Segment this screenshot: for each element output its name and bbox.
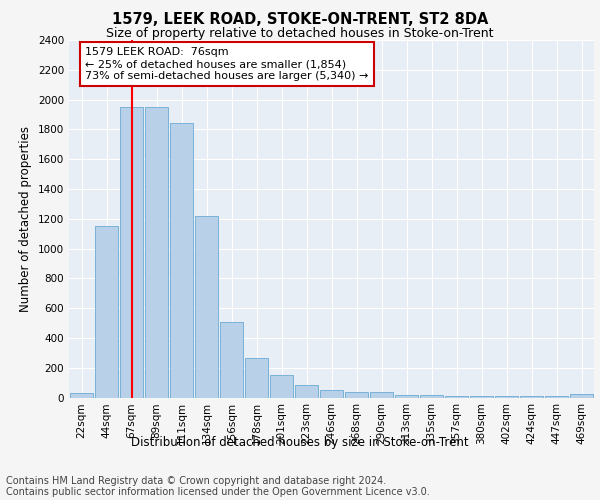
Bar — [470, 396, 493, 398]
Bar — [295, 385, 318, 398]
Bar — [170, 124, 193, 398]
Bar — [420, 396, 443, 398]
Bar — [345, 392, 368, 398]
Bar — [520, 396, 543, 398]
Bar — [545, 396, 568, 398]
Bar — [395, 394, 418, 398]
Bar — [270, 375, 293, 398]
Text: Contains public sector information licensed under the Open Government Licence v3: Contains public sector information licen… — [6, 487, 430, 497]
Bar — [495, 396, 518, 398]
Bar — [570, 394, 593, 398]
Text: Contains HM Land Registry data © Crown copyright and database right 2024.: Contains HM Land Registry data © Crown c… — [6, 476, 386, 486]
Bar — [370, 392, 393, 398]
Text: 1579, LEEK ROAD, STOKE-ON-TRENT, ST2 8DA: 1579, LEEK ROAD, STOKE-ON-TRENT, ST2 8DA — [112, 12, 488, 28]
Bar — [195, 216, 218, 398]
Bar — [320, 390, 343, 398]
Bar — [445, 396, 468, 398]
Bar — [145, 107, 168, 398]
Bar — [95, 226, 118, 398]
Text: 1579 LEEK ROAD:  76sqm
← 25% of detached houses are smaller (1,854)
73% of semi-: 1579 LEEK ROAD: 76sqm ← 25% of detached … — [85, 48, 368, 80]
Bar — [120, 107, 143, 398]
Bar — [245, 358, 268, 398]
Bar — [220, 322, 243, 398]
Text: Size of property relative to detached houses in Stoke-on-Trent: Size of property relative to detached ho… — [106, 28, 494, 40]
Bar — [70, 393, 93, 398]
Y-axis label: Number of detached properties: Number of detached properties — [19, 126, 32, 312]
Text: Distribution of detached houses by size in Stoke-on-Trent: Distribution of detached houses by size … — [131, 436, 469, 449]
